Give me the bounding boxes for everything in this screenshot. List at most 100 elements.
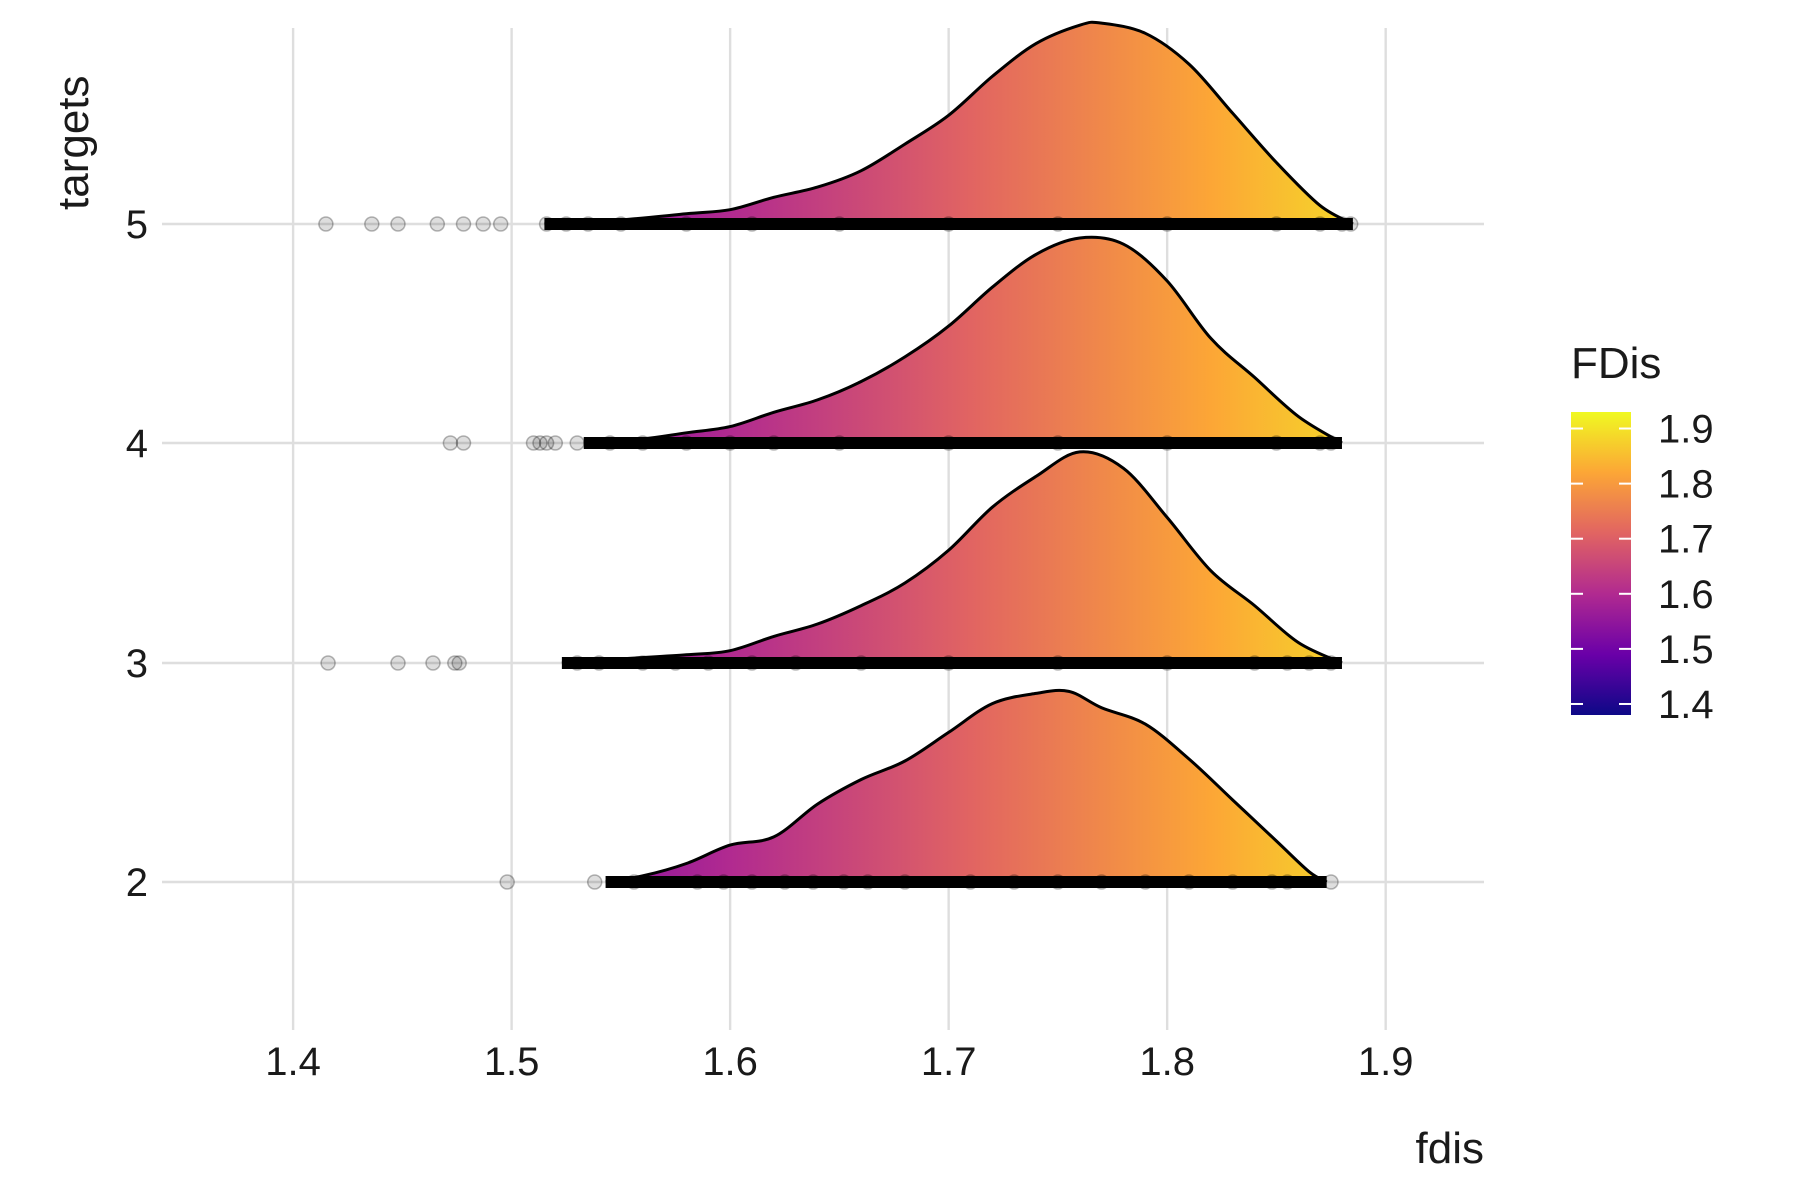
data-point xyxy=(1301,655,1317,671)
data-point xyxy=(1050,874,1066,890)
data-point xyxy=(547,435,564,451)
data-point xyxy=(689,874,706,890)
legend-colorbar xyxy=(1571,412,1631,715)
ridge-density-fill xyxy=(605,690,1327,882)
data-point xyxy=(1050,435,1066,451)
data-point xyxy=(538,435,555,451)
legend-tick-label: 1.7 xyxy=(1658,518,1714,562)
data-point xyxy=(558,216,574,232)
data-point xyxy=(475,216,491,232)
legend-tick-label: 1.8 xyxy=(1658,463,1714,507)
data-point xyxy=(586,874,603,890)
data-point xyxy=(678,435,695,451)
data-point xyxy=(455,216,472,232)
data-point xyxy=(744,216,760,232)
data-point xyxy=(940,216,957,232)
data-point xyxy=(1342,216,1359,232)
y-tick-label: 3 xyxy=(126,642,148,686)
data-point xyxy=(700,655,717,671)
legend-tick-label: 1.4 xyxy=(1658,683,1714,727)
ridge-density-fill xyxy=(561,451,1342,663)
data-point xyxy=(613,216,629,232)
data-point xyxy=(1050,216,1066,232)
ridge-target-3 xyxy=(320,450,1343,671)
x-tick-label: 1.7 xyxy=(921,1040,977,1084)
legend-ticks: 1.4 1.5 1.6 1.7 1.8 1.9 xyxy=(1571,408,1714,727)
data-point xyxy=(320,655,336,671)
y-axis-title: targets xyxy=(49,75,98,210)
axes: 1.4 1.5 1.6 1.7 1.8 1.9 2 3 4 5 xyxy=(126,203,1414,1084)
data-point xyxy=(1312,435,1328,451)
data-point xyxy=(1159,655,1175,671)
color-legend: FDis 1.4 1.5 1.6 1.7 1.8 1.9 xyxy=(1571,339,1714,727)
data-point xyxy=(836,874,852,890)
ridges xyxy=(318,20,1359,890)
data-point xyxy=(744,874,760,890)
data-point xyxy=(1137,874,1154,890)
data-point xyxy=(744,655,760,671)
data-point xyxy=(897,874,913,890)
data-point xyxy=(678,216,695,232)
data-point xyxy=(1093,874,1110,890)
y-tick-label: 5 xyxy=(126,203,148,247)
data-point xyxy=(364,216,380,232)
data-point xyxy=(1323,874,1339,890)
data-point xyxy=(626,874,642,890)
data-point xyxy=(525,435,542,451)
data-point xyxy=(451,655,467,671)
data-point xyxy=(777,874,793,890)
data-point xyxy=(722,435,738,451)
data-point xyxy=(429,216,446,232)
data-point xyxy=(1006,874,1022,890)
data-point xyxy=(569,655,585,671)
ridge-density-outline xyxy=(605,688,1328,884)
legend-title: FDis xyxy=(1571,339,1661,388)
data-point xyxy=(805,874,821,890)
x-tick-label: 1.6 xyxy=(702,1040,758,1084)
data-point xyxy=(634,435,651,451)
data-point xyxy=(318,216,334,232)
data-point xyxy=(1268,435,1285,451)
data-point xyxy=(715,874,732,890)
ridge-target-2 xyxy=(499,688,1339,890)
data-point xyxy=(1264,874,1280,890)
data-point xyxy=(831,435,848,451)
ridge-density-outline xyxy=(583,235,1343,445)
data-point xyxy=(1246,655,1263,671)
data-point xyxy=(492,216,509,232)
y-tick-label: 2 xyxy=(126,861,148,905)
ridge-density-outline xyxy=(544,20,1354,226)
data-point xyxy=(1181,874,1197,890)
data-point xyxy=(860,874,876,890)
y-tick-label: 4 xyxy=(126,422,148,466)
data-point xyxy=(667,655,684,671)
data-point xyxy=(499,874,515,890)
data-point xyxy=(1323,435,1339,451)
ridge-target-5 xyxy=(318,20,1359,232)
data-point xyxy=(447,655,463,671)
data-point xyxy=(1312,216,1328,232)
ridge-density-fill xyxy=(583,237,1342,443)
data-point xyxy=(591,655,607,671)
x-tick-label: 1.4 xyxy=(265,1040,321,1084)
data-point xyxy=(602,435,618,451)
data-point xyxy=(1334,216,1350,232)
ridge-density-fill xyxy=(544,22,1353,225)
ridge-density-outline xyxy=(561,450,1343,665)
data-point xyxy=(390,216,406,232)
ridge-target-4 xyxy=(442,235,1343,451)
data-point xyxy=(940,655,957,671)
data-point xyxy=(569,435,585,451)
legend-tick-label: 1.6 xyxy=(1658,573,1714,617)
data-point xyxy=(1268,216,1285,232)
data-point xyxy=(634,655,651,671)
data-point xyxy=(940,435,957,451)
x-tick-label: 1.8 xyxy=(1139,1040,1195,1084)
x-axis-title: fdis xyxy=(1416,1124,1484,1173)
data-point xyxy=(1224,874,1241,890)
data-point xyxy=(1323,655,1339,671)
data-point xyxy=(455,435,472,451)
data-point xyxy=(766,435,782,451)
data-point xyxy=(1279,874,1296,890)
